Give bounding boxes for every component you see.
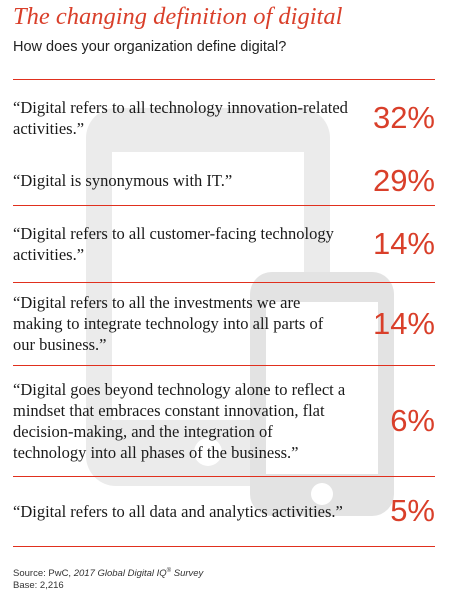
footnote: Source: PwC, 2017 Global Digital IQ® Sur… (13, 566, 203, 591)
row-divider (13, 476, 435, 477)
percentage-value: 14% (372, 225, 435, 261)
table-row: “Digital refers to all the investments w… (13, 282, 435, 365)
statement-text: “Digital is synonymous with IT.” (13, 171, 233, 190)
row-divider (13, 79, 435, 80)
table-row: “Digital refers to all data and analytic… (13, 476, 435, 546)
survey-name: 2017 Global Digital IQ® Survey (73, 568, 204, 580)
percentage-value: 6% (390, 402, 435, 438)
percentage-value: 5% (390, 493, 435, 528)
phone-icon (250, 272, 394, 516)
row-divider (13, 282, 435, 283)
table-row: “Digital is synonymous with IT.” 29% (13, 156, 435, 205)
percentage-value: 29% (372, 162, 435, 198)
chart-subtitle: How does your organization define digita… (13, 39, 287, 55)
statement-text: “Digital goes beyond technology alone to… (13, 379, 346, 462)
row-divider (13, 205, 435, 206)
row-divider (13, 365, 435, 366)
registered-mark: ® (166, 568, 172, 574)
statement-text: “Digital refers to all the investments w… (13, 293, 324, 354)
statement-text: “Digital refers to all technology innova… (13, 98, 348, 138)
percentage-value: 14% (372, 305, 435, 341)
statement-text: “Digital refers to all customer-facing t… (13, 223, 334, 264)
chart-title: The changing definition of digital (13, 3, 343, 30)
percentage-value: 32% (372, 100, 435, 135)
source-prefix: Source: PwC, (13, 568, 74, 580)
table-row: “Digital refers to all technology innova… (13, 80, 435, 156)
row-divider (13, 546, 435, 547)
table-row: “Digital goes beyond technology alone to… (13, 365, 435, 476)
base-count: Base: 2,216 (13, 579, 64, 591)
table-row: “Digital refers to all customer-facing t… (13, 205, 435, 282)
statement-text: “Digital refers to all data and analytic… (13, 501, 343, 521)
